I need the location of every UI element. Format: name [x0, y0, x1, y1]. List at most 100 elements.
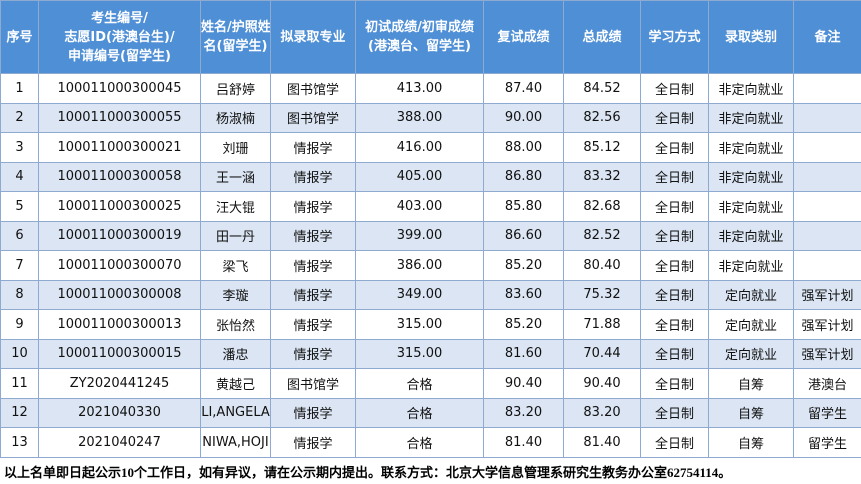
table-cell: NIWA,HOJI — [200, 427, 271, 458]
table-cell: 84.52 — [563, 73, 641, 104]
table-cell: 87.40 — [483, 73, 564, 104]
table-cell: 85.80 — [483, 191, 564, 222]
table-cell: 图书馆学 — [270, 73, 356, 104]
table-cell — [793, 191, 861, 222]
table-cell: 2021040330 — [38, 397, 201, 428]
table-cell: 定向就业 — [708, 279, 794, 310]
table-cell: 2 — [0, 102, 39, 133]
table-cell: 413.00 — [355, 73, 484, 104]
table-cell: 全日制 — [640, 220, 709, 251]
header-row: 序号 考生编号/志愿ID(港澳台生)/ 申请编号(留学生) 姓名/护照姓 名(留学生) 拟… — [0, 0, 861, 74]
table-cell: 全日制 — [640, 161, 709, 192]
admission-table: 序号 考生编号/志愿ID(港澳台生)/ 申请编号(留学生) 姓名/护照姓 名(留学生) 拟… — [0, 0, 861, 458]
table-cell: 自筹 — [708, 368, 794, 399]
table-cell: 非定向就业 — [708, 250, 794, 281]
table-cell: 全日制 — [640, 338, 709, 369]
table-cell: 81.40 — [563, 427, 641, 458]
table-cell: 100011000300058 — [38, 161, 201, 192]
table-cell: LI,ANGELA — [200, 397, 271, 428]
table-row: 13 2021040247 NIWA,HOJI 情报学 合格 81.40 81.40 全日制自… — [0, 427, 861, 458]
table-cell: 386.00 — [355, 250, 484, 281]
table-cell: 80.40 — [563, 250, 641, 281]
table-cell: 非定向就业 — [708, 161, 794, 192]
header-text: 姓名/护照姓 — [201, 20, 271, 35]
table-cell: 2021040247 — [38, 427, 201, 458]
table-cell: 10 — [0, 338, 39, 369]
table-row: 2 100011000300055 杨淑楠 图书馆学 388.00 90.00 82.56 全… — [0, 102, 861, 133]
table-cell: 399.00 — [355, 220, 484, 251]
header-text: 申请编号(留学生) — [68, 48, 171, 64]
header-cell: 姓名/护照姓 名(留学生) — [200, 0, 271, 74]
table-cell: 100011000300019 — [38, 220, 201, 251]
table-cell: 黄越己 — [200, 368, 271, 399]
header-text: (港澳台、留学生) — [368, 39, 471, 54]
header-text: 名(留学生) — [203, 39, 268, 54]
table-cell — [793, 73, 861, 104]
table-row: 4 100011000300058 王一涵 情报学 405.00 86.80 83.32 全日… — [0, 161, 861, 192]
header-cell: 初试成绩/初审成绩 (港澳台、留学生) — [355, 0, 484, 74]
table-cell: 非定向就业 — [708, 102, 794, 133]
header-text: 初试成绩/初审成绩 — [365, 20, 474, 35]
table-cell: 全日制 — [640, 368, 709, 399]
table-cell: 81.60 — [483, 338, 564, 369]
table-cell: 港澳台 — [793, 368, 861, 399]
table-cell: 388.00 — [355, 102, 484, 133]
table-cell: 88.00 — [483, 132, 564, 163]
table-row: 8 100011000300008 李璇 情报学 349.00 83.60 75.32 全日制… — [0, 279, 861, 310]
table-cell: 100011000300070 — [38, 250, 201, 281]
table-row: 7 100011000300070 梁飞 情报学 386.00 85.20 80.40 全日制… — [0, 250, 861, 281]
table-cell: 情报学 — [270, 161, 356, 192]
table-cell: 定向就业 — [708, 338, 794, 369]
table-cell: 非定向就业 — [708, 191, 794, 222]
table-cell: 全日制 — [640, 250, 709, 281]
table-cell: 315.00 — [355, 338, 484, 369]
table-cell: 全日制 — [640, 397, 709, 428]
table-cell: 李璇 — [200, 279, 271, 310]
table-cell: 403.00 — [355, 191, 484, 222]
table-row: 3 100011000300021 刘珊 情报学 416.00 88.00 85.12 全日制… — [0, 132, 861, 163]
table-cell: 5 — [0, 191, 39, 222]
table-cell: 81.40 — [483, 427, 564, 458]
table-cell: 83.60 — [483, 279, 564, 310]
table-cell — [793, 132, 861, 163]
table-cell: 100011000300055 — [38, 102, 201, 133]
table-cell: 强军计划 — [793, 309, 861, 340]
table-cell: 田一丹 — [200, 220, 271, 251]
header-text: 总成绩 — [582, 29, 622, 45]
table-cell: 全日制 — [640, 102, 709, 133]
header-text: 复试成绩 — [497, 29, 550, 45]
table-cell: 全日制 — [640, 279, 709, 310]
header-cell: 学习方式 — [640, 0, 709, 74]
table-cell: 405.00 — [355, 161, 484, 192]
table-cell: 1 — [0, 73, 39, 104]
table-body: 1 100011000300045 吕舒婷 图书馆学 413.00 87.40 84.52 全… — [0, 73, 861, 458]
table-cell: 82.52 — [563, 220, 641, 251]
table-cell: 100011000300008 — [38, 279, 201, 310]
table-row: 12 2021040330 LI,ANGELA 情报学 合格 83.20 83.20 全日制自… — [0, 397, 861, 428]
table-cell: 情报学 — [270, 220, 356, 251]
table-cell: 100011000300021 — [38, 132, 201, 163]
header-text: 备注 — [814, 29, 841, 45]
table-cell: 85.20 — [483, 309, 564, 340]
table-cell: 90.00 — [483, 102, 564, 133]
table-cell: 非定向就业 — [708, 220, 794, 251]
header-cell: 序号 — [0, 0, 39, 74]
header-cell: 复试成绩 — [483, 0, 564, 74]
table-cell: 4 — [0, 161, 39, 192]
table-cell: 83.20 — [483, 397, 564, 428]
table-cell: 非定向就业 — [708, 132, 794, 163]
table-cell: 吕舒婷 — [200, 73, 271, 104]
table-cell: 全日制 — [640, 427, 709, 458]
table-cell: 情报学 — [270, 338, 356, 369]
header-cell: 考生编号/志愿ID(港澳台生)/ 申请编号(留学生) — [38, 0, 201, 74]
table-cell: 留学生 — [793, 397, 861, 428]
table-cell — [793, 220, 861, 251]
table-cell: 刘珊 — [200, 132, 271, 163]
footer-note: 以上名单即日起公示10个工作日，如有异议，请在公示期内提出。联系方式：北京大学信… — [4, 465, 732, 480]
table-cell — [793, 250, 861, 281]
table-cell: 11 — [0, 368, 39, 399]
table-cell: 8 — [0, 279, 39, 310]
table-cell: 杨淑楠 — [200, 102, 271, 133]
table-cell: 83.20 — [563, 397, 641, 428]
table-cell: 汪大锟 — [200, 191, 271, 222]
